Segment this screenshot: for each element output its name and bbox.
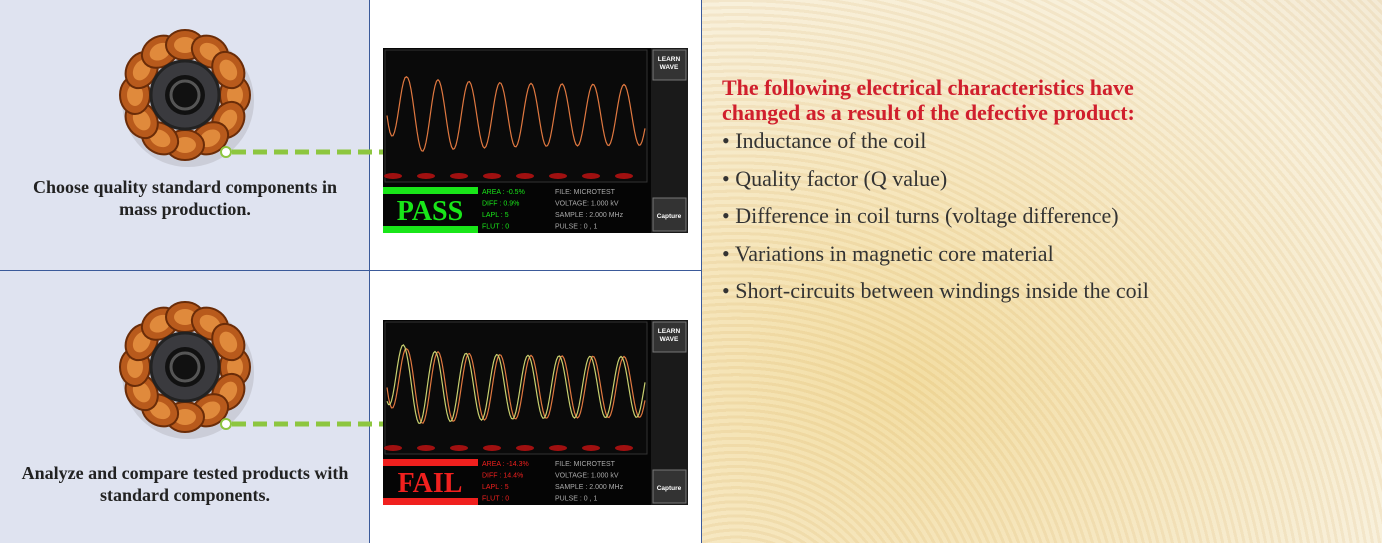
connector-dot xyxy=(220,418,232,430)
marker xyxy=(417,173,435,179)
wave-area xyxy=(384,321,648,455)
info: FILE: MICROTEST xyxy=(555,189,616,196)
info: VOLTAGE: 1.000 kV xyxy=(555,473,619,480)
wave-area xyxy=(384,49,648,183)
coil-shine xyxy=(149,314,171,333)
stat: LAPL : 5 xyxy=(482,212,509,219)
marker xyxy=(582,173,600,179)
coil-shine xyxy=(132,381,151,403)
caption: Choose quality standard components in ma… xyxy=(32,177,338,219)
waveform xyxy=(386,344,646,425)
panel-heading: The following electrical characteristics… xyxy=(722,75,1135,125)
marker xyxy=(615,173,633,179)
coil-shine xyxy=(219,59,238,81)
button xyxy=(652,197,687,232)
bullet: Difference in coil turns (voltage differ… xyxy=(722,197,1149,235)
info-panel: The following electrical characteristics… xyxy=(702,0,1382,543)
stat: LAPL : 5 xyxy=(482,484,509,491)
marker xyxy=(417,445,435,451)
stat: DIFF : 14.4% xyxy=(482,473,523,480)
button-label: Capture xyxy=(657,213,682,220)
marker xyxy=(582,445,600,451)
screen: LEARN WAVE Capture FAIL AREA : -14.3% DIFF : … xyxy=(383,320,688,505)
coil-shine xyxy=(174,409,196,425)
result: FAIL xyxy=(398,468,463,499)
coil-shine xyxy=(219,331,238,353)
stat: FLUT : 0 xyxy=(482,496,509,503)
button xyxy=(652,321,687,353)
marker xyxy=(483,445,501,451)
marker xyxy=(549,445,567,451)
bullet: Inductance of the coil xyxy=(722,122,1149,160)
info: SAMPLE : 2.000 MHz xyxy=(555,484,624,491)
marker xyxy=(483,173,501,179)
bore-ring xyxy=(169,351,201,383)
stat: AREA : -0.5% xyxy=(482,189,525,196)
info: PULSE : 0 , 1 xyxy=(555,496,598,503)
bullet: Quality factor (Q value) xyxy=(722,160,1149,198)
marker xyxy=(516,445,534,451)
coil-shine xyxy=(149,42,171,61)
info: SAMPLE : 2.000 MHz xyxy=(555,212,624,219)
marker xyxy=(450,173,468,179)
coil-shine xyxy=(132,109,151,131)
coil-shine xyxy=(174,37,196,53)
result-bar xyxy=(383,187,478,194)
marker xyxy=(384,173,402,179)
bullet-list: Inductance of the coilQuality factor (Q … xyxy=(722,122,1149,310)
marker xyxy=(450,445,468,451)
bullet: Short-circuits between windings inside t… xyxy=(722,272,1149,310)
coil-shine xyxy=(127,84,143,106)
coil-shine xyxy=(227,84,243,106)
button-label: LEARN WAVE xyxy=(658,56,681,71)
marker xyxy=(615,445,633,451)
info: PULSE : 0 , 1 xyxy=(555,224,598,231)
screen: LEARN WAVE Capture PASS AREA : -0.5% DIFF : 0… xyxy=(383,48,688,233)
marker xyxy=(549,173,567,179)
result-bar xyxy=(383,459,478,466)
waveform xyxy=(386,76,646,152)
stat: FLUT : 0 xyxy=(482,224,509,231)
coil-shine xyxy=(127,356,143,378)
bore-ring xyxy=(169,79,201,111)
coil-shine xyxy=(174,137,196,153)
connector-dot xyxy=(220,146,232,158)
info: FILE: MICROTEST xyxy=(555,461,616,468)
coil-shine xyxy=(227,356,243,378)
illustration: LEARN WAVE Capture PASS AREA : -0.5% DIFF : 0… xyxy=(119,29,688,505)
stat: AREA : -14.3% xyxy=(482,461,529,468)
button xyxy=(652,469,687,504)
bullet: Variations in magnetic core material xyxy=(722,235,1149,273)
result-bar xyxy=(383,226,478,233)
result-bar xyxy=(383,498,478,505)
stat: DIFF : 0.9% xyxy=(482,201,519,208)
caption: Analyze and compare tested products with… xyxy=(21,463,349,505)
coil-shine xyxy=(199,129,221,148)
coil-shine xyxy=(174,309,196,325)
info: VOLTAGE: 1.000 kV xyxy=(555,201,619,208)
button-label: LEARN WAVE xyxy=(658,328,681,343)
coil-shine xyxy=(199,401,221,420)
button-label: Capture xyxy=(657,485,682,492)
divider xyxy=(0,270,702,271)
marker xyxy=(384,445,402,451)
marker xyxy=(516,173,534,179)
button xyxy=(652,49,687,81)
waveform xyxy=(386,348,646,424)
result: PASS xyxy=(397,196,463,227)
